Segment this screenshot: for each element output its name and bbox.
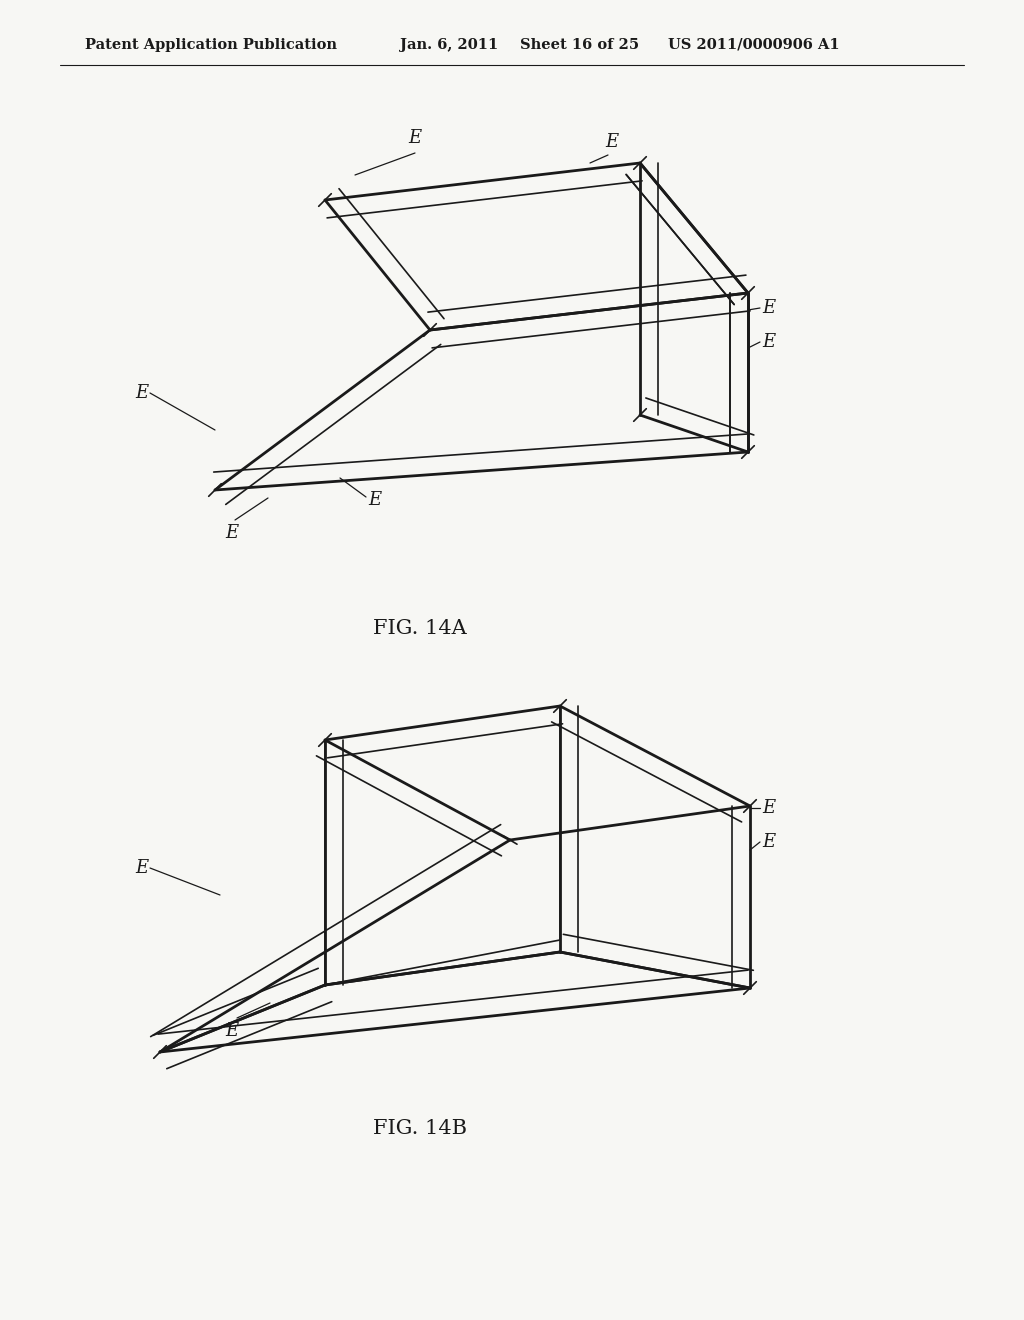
Text: E: E — [225, 1022, 239, 1040]
Text: E: E — [762, 300, 775, 317]
Text: E: E — [762, 833, 775, 851]
Text: E: E — [762, 799, 775, 817]
Text: E: E — [408, 129, 421, 147]
Text: E: E — [225, 524, 239, 543]
Text: E: E — [605, 133, 618, 150]
Text: E: E — [762, 333, 775, 351]
Text: E: E — [135, 384, 148, 403]
Text: US 2011/0000906 A1: US 2011/0000906 A1 — [668, 38, 840, 51]
Text: Jan. 6, 2011: Jan. 6, 2011 — [400, 38, 499, 51]
Text: FIG. 14A: FIG. 14A — [373, 619, 467, 638]
Text: E: E — [368, 491, 381, 510]
Text: Patent Application Publication: Patent Application Publication — [85, 38, 337, 51]
Text: FIG. 14B: FIG. 14B — [373, 1118, 467, 1138]
Text: E: E — [135, 859, 148, 876]
Text: Sheet 16 of 25: Sheet 16 of 25 — [520, 38, 639, 51]
